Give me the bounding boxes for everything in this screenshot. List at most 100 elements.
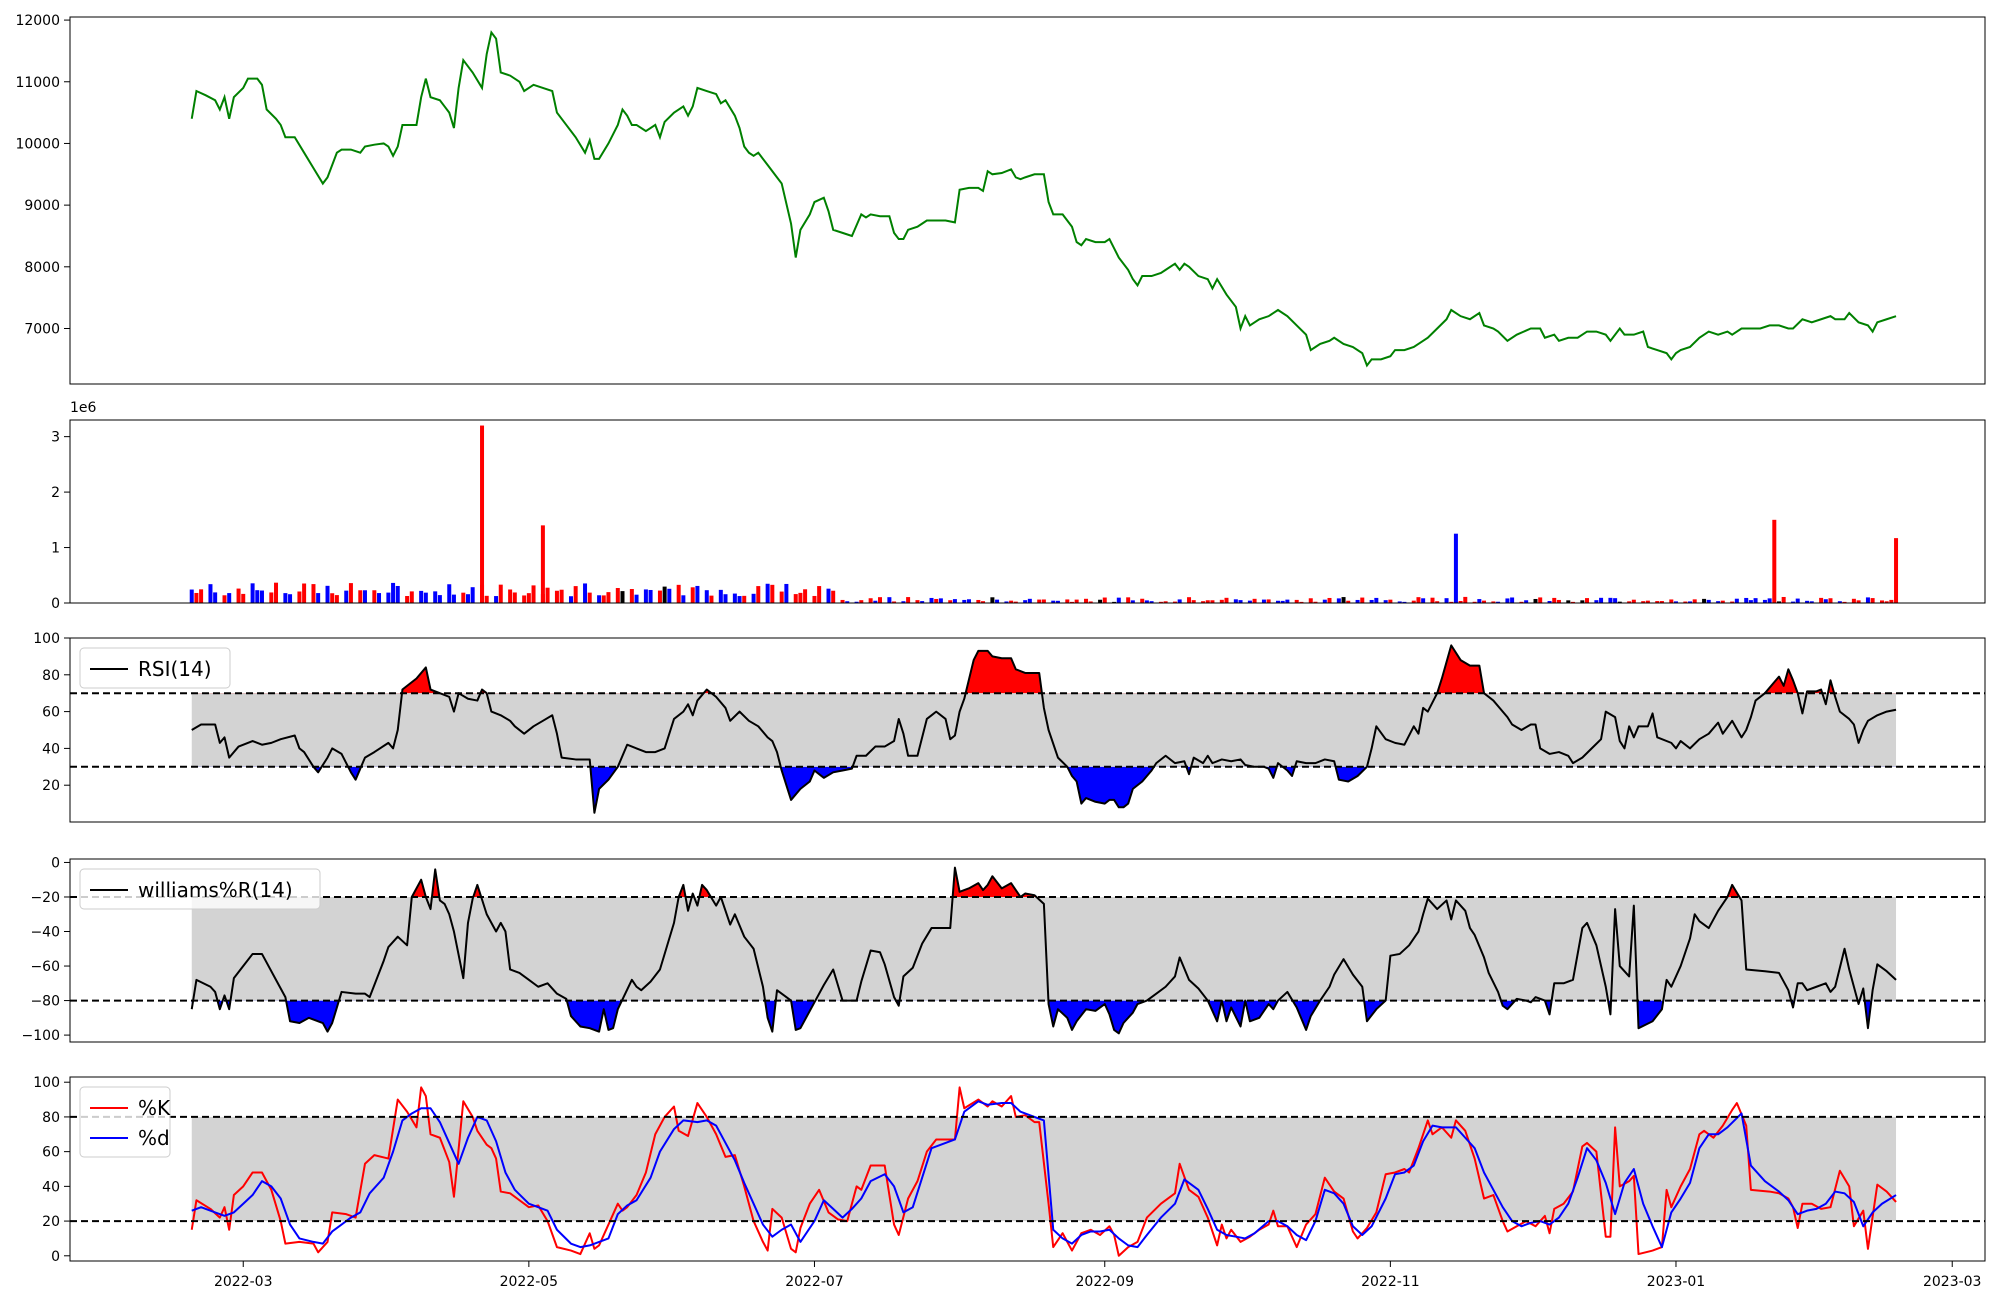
volume-bar xyxy=(1463,596,1468,603)
volume-bar xyxy=(372,590,377,603)
volume-bar xyxy=(1767,598,1772,603)
volume-bar xyxy=(559,589,564,603)
legend-box xyxy=(79,647,231,689)
volume-bar xyxy=(189,589,194,603)
volume-bar xyxy=(199,589,204,603)
volume-bar xyxy=(878,597,883,603)
volume-bar xyxy=(1402,601,1407,603)
volume-bar xyxy=(1645,600,1650,603)
volume-bar xyxy=(1388,599,1393,603)
volume-bar xyxy=(1865,597,1870,603)
volume-bar xyxy=(1570,601,1575,603)
y-tick-label: 80 xyxy=(42,1110,60,1126)
volume-bar xyxy=(995,599,1000,603)
volume-bar xyxy=(690,587,695,603)
volume-bar xyxy=(1524,600,1529,603)
price-line xyxy=(190,30,1897,368)
y-tick-label: −60 xyxy=(30,959,60,975)
volume-bar xyxy=(1336,598,1341,603)
volume-bar xyxy=(1772,519,1777,603)
y-tick-label: 60 xyxy=(42,1145,60,1161)
volume-bar xyxy=(1322,599,1327,603)
volume-bar xyxy=(465,594,470,603)
volume-bar xyxy=(1580,600,1585,603)
volume-bar xyxy=(1285,599,1290,603)
x-tick-label: 2022-11 xyxy=(1361,1274,1420,1290)
volume-bar xyxy=(583,583,588,603)
volume-bar xyxy=(1013,601,1018,603)
volume-bar xyxy=(1744,597,1749,603)
volume-bar xyxy=(437,595,442,603)
volume-bar xyxy=(1411,600,1416,603)
volume-bar xyxy=(709,595,714,603)
rsi-panel xyxy=(70,644,1985,814)
volume-bar xyxy=(1126,597,1131,603)
legend-label: williams%R(14) xyxy=(138,878,293,902)
volume-bar xyxy=(283,593,288,603)
volume-bar xyxy=(1617,601,1622,603)
volume-bar xyxy=(1051,600,1056,603)
volume-bar xyxy=(208,584,213,603)
volume-bar xyxy=(1088,601,1093,603)
volume-bar xyxy=(615,588,620,603)
volume-bar xyxy=(1355,599,1360,603)
volume-bar xyxy=(194,592,199,603)
volume-bar xyxy=(451,594,456,603)
series-line xyxy=(191,644,1897,814)
volume-bar xyxy=(1233,599,1238,603)
legend-box xyxy=(79,1086,171,1158)
volume-bar xyxy=(1041,599,1046,603)
volume-bar xyxy=(1294,599,1299,603)
panel-frame xyxy=(69,16,1986,385)
y-tick-label: 1 xyxy=(51,541,60,557)
volume-bar xyxy=(1692,599,1697,603)
volume-bar xyxy=(667,588,672,603)
stochastic-panel xyxy=(70,1086,1985,1257)
volume-bar xyxy=(704,590,709,603)
volume-bar xyxy=(695,585,700,603)
volume-bar xyxy=(522,595,527,603)
volume-bar xyxy=(1065,599,1070,603)
volume-bar xyxy=(1098,599,1103,603)
volume-bar xyxy=(1472,601,1477,603)
volume-bar xyxy=(409,591,414,603)
volume-bar xyxy=(241,593,246,603)
volume-bar xyxy=(1224,597,1229,603)
volume-bar xyxy=(1308,598,1313,603)
volume-bar xyxy=(620,591,625,603)
volume-bar xyxy=(1130,600,1135,603)
volume-bar xyxy=(742,595,747,603)
volume-bar xyxy=(1894,538,1899,603)
x-tick-label: 2022-05 xyxy=(500,1274,559,1290)
volume-bar xyxy=(1702,598,1707,603)
volume-bar xyxy=(1037,599,1042,603)
volume-bar xyxy=(1219,599,1224,603)
volume-bar xyxy=(1613,598,1618,603)
volume-bar xyxy=(920,601,925,603)
y-tick-label: 0 xyxy=(51,855,60,871)
x-tick-label: 2022-09 xyxy=(1076,1274,1135,1290)
volume-bar xyxy=(1781,596,1786,603)
legend-label: %K xyxy=(138,1096,171,1120)
volume-bar xyxy=(1594,600,1599,603)
volume-bar xyxy=(1856,600,1861,603)
volume-bar xyxy=(311,584,316,603)
volume-bar xyxy=(1027,598,1032,603)
volume-bar xyxy=(330,593,335,603)
volume-bar xyxy=(386,592,391,603)
volume-bar xyxy=(494,596,499,603)
volume-bar xyxy=(751,593,756,603)
panel-frame xyxy=(69,419,1986,604)
volume-bar xyxy=(643,589,648,603)
volume-bar xyxy=(854,601,859,603)
volume-bar xyxy=(236,588,241,603)
volume-bar xyxy=(1261,599,1266,603)
volume-bar xyxy=(1683,601,1688,603)
volume-bar xyxy=(1608,597,1613,603)
volume-bar xyxy=(1205,600,1210,603)
volume-bar xyxy=(662,586,667,603)
volume-bar xyxy=(1659,601,1664,603)
volume-bar xyxy=(1538,597,1543,603)
volume-bar xyxy=(377,593,382,603)
volume-bar xyxy=(1266,599,1271,603)
